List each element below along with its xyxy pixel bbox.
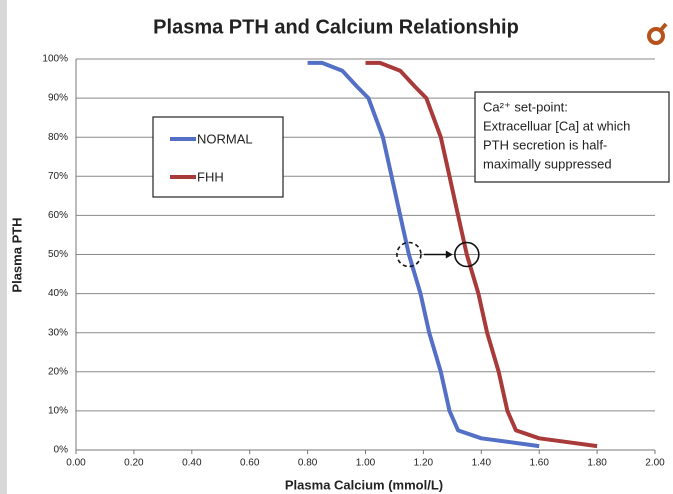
y-tick-label: 0% bbox=[54, 445, 69, 456]
series-line bbox=[307, 60, 540, 449]
set-point-circle bbox=[396, 241, 422, 268]
y-tick-label: 50% bbox=[48, 249, 68, 260]
x-tick-label: 0.00 bbox=[66, 458, 86, 469]
x-tick-label: 1.40 bbox=[472, 458, 492, 469]
x-tick-label: 0.60 bbox=[240, 458, 260, 469]
y-tick-label: 10% bbox=[48, 406, 68, 417]
annotation-line: maximally suppressed bbox=[483, 156, 612, 171]
y-tick-label: 30% bbox=[48, 327, 68, 338]
y-tick-label: 20% bbox=[48, 366, 68, 377]
x-tick-label: 1.60 bbox=[529, 458, 549, 469]
legend-label: NORMAL bbox=[197, 131, 253, 146]
y-axis-label: Plasma PTH bbox=[9, 217, 24, 292]
y-tick-label: 80% bbox=[48, 132, 68, 143]
annotation-line: Extracelluar [Ca] at which bbox=[483, 118, 630, 133]
legend-label: FHH bbox=[197, 169, 224, 184]
x-tick-label: 0.40 bbox=[182, 458, 202, 469]
series-line bbox=[365, 60, 598, 449]
x-tick-label: 0.20 bbox=[124, 458, 144, 469]
x-tick-label: 2.00 bbox=[645, 458, 665, 469]
x-tick-label: 0.80 bbox=[298, 458, 318, 469]
y-tick-label: 90% bbox=[48, 93, 68, 104]
arrow-head bbox=[445, 250, 453, 259]
legend-box bbox=[152, 116, 284, 198]
chart-title: Plasma PTH and Calcium Relationship bbox=[153, 16, 519, 38]
y-tick-label: 60% bbox=[48, 210, 68, 221]
annotation-box bbox=[474, 91, 670, 183]
y-tick-label: 40% bbox=[48, 288, 68, 299]
x-tick-label: 1.00 bbox=[356, 458, 376, 469]
annotation-line: Ca²⁺ set-point: bbox=[483, 99, 568, 114]
x-tick-label: 1.20 bbox=[414, 458, 434, 469]
icon bbox=[647, 22, 668, 45]
y-tick-label: 100% bbox=[42, 54, 68, 65]
annotation-line: PTH secretion is half- bbox=[483, 137, 607, 152]
x-axis-label: Plasma Calcium (mmol/L) bbox=[285, 477, 443, 492]
page-edge bbox=[0, 0, 7, 494]
y-tick-label: 70% bbox=[48, 171, 68, 182]
set-point-circle bbox=[454, 241, 480, 268]
x-tick-label: 1.80 bbox=[587, 458, 607, 469]
